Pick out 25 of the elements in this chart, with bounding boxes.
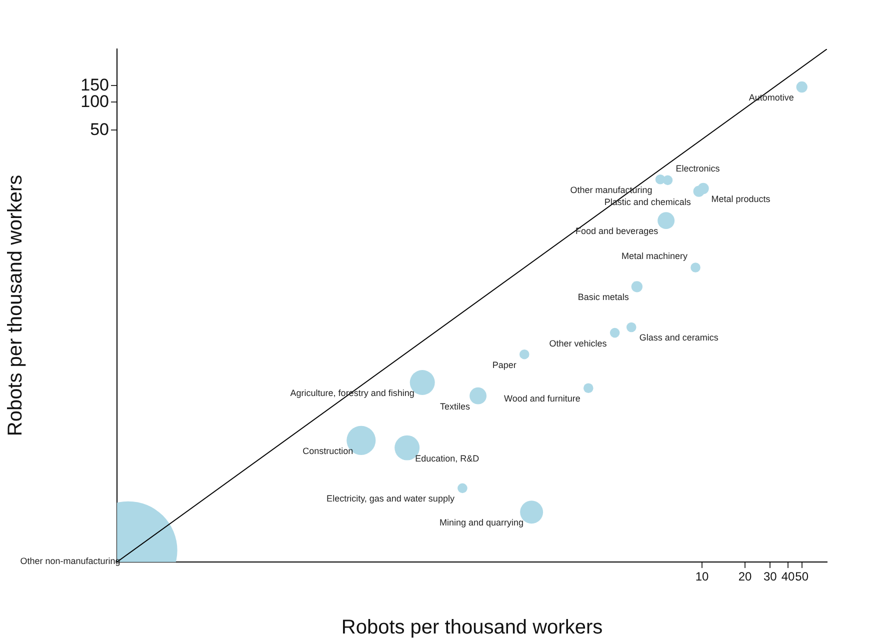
series-label: Metal machinery [621, 250, 688, 261]
x-tick-label: 10 [695, 570, 710, 584]
series-label: Glass and ceramics [639, 332, 719, 343]
series-label: Food and beverages [576, 226, 659, 236]
y-tick-label: 50 [90, 120, 109, 139]
x-tick-label: 50 [795, 570, 809, 584]
y-tick-label: 100 [80, 92, 109, 111]
x-tick-label: 30 [763, 570, 778, 584]
x-tick-label: 20 [738, 570, 752, 584]
x-tick-label: 40 [781, 570, 796, 584]
series-label: Education, R&D [415, 453, 480, 464]
series-label: Electricity, gas and water supply [326, 494, 455, 504]
series-label: Other non-manufacturing [20, 556, 120, 566]
series-label: Mining and quarrying [440, 518, 524, 528]
series-label: Wood and furniture [504, 394, 580, 404]
series-label: Electronics [676, 164, 720, 174]
series-label: Textiles [440, 401, 471, 412]
series-label: Metal products [711, 194, 771, 204]
series-label: Construction [302, 446, 354, 456]
y-axis-title: Robots per thousand workers [4, 174, 27, 436]
series-label: Other vehicles [549, 338, 608, 348]
series-label: Basic metals [578, 292, 630, 302]
series-label: Paper [492, 360, 516, 370]
y-tick-label: 150 [80, 75, 109, 94]
x-axis-title: Robots per thousand workers [341, 616, 603, 639]
